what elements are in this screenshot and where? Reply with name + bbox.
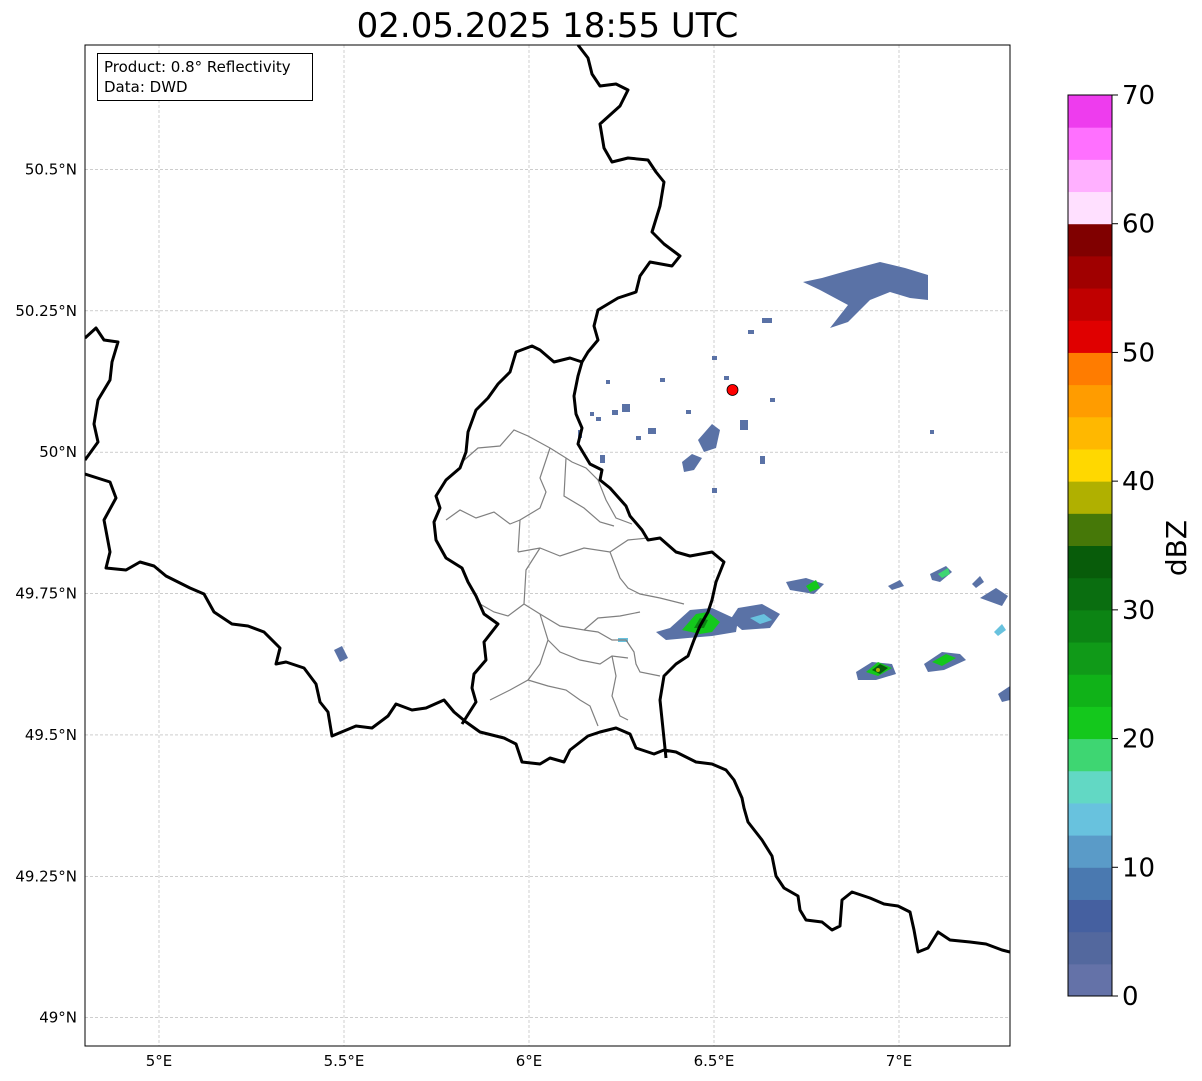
borders <box>85 45 1010 954</box>
colorbar-swatch <box>1068 642 1112 675</box>
colorbar-tick-label: 70 <box>1122 81 1155 111</box>
x-tick-label: 5°E <box>146 1052 173 1070</box>
colorbar-swatch <box>1068 481 1112 514</box>
colorbar-swatch <box>1068 738 1112 772</box>
colorbar-swatch <box>1068 223 1112 257</box>
map-title: 02.05.2025 18:55 UTC <box>356 6 739 46</box>
colorbar-swatch <box>1068 706 1112 740</box>
x-axis-tick-labels: 5°E 5.5°E 6°E 6.5°E 7°E <box>146 1052 913 1070</box>
y-tick-label: 49°N <box>39 1009 77 1027</box>
y-axis-tick-labels: 49°N 49.25°N 49.5°N 49.75°N 50°N 50.25°N 50.5°… <box>15 160 77 1026</box>
colorbar-swatch <box>1068 867 1112 900</box>
colorbar-tick-label: 60 <box>1122 210 1155 240</box>
info-box: Product: 0.8° Reflectivity Data: DWD <box>97 53 313 101</box>
colorbar-swatch <box>1068 609 1112 643</box>
colorbar-swatch <box>1068 899 1112 933</box>
national-borders <box>85 45 1010 954</box>
data-source-label: Data: DWD <box>104 78 188 96</box>
colorbar-swatch <box>1068 416 1112 450</box>
colorbar-tick-label: 10 <box>1122 853 1155 883</box>
colorbar-ticks: 0 10 20 30 40 50 60 70 <box>1112 81 1155 1012</box>
colorbar: 0 10 20 30 40 50 60 70 dBZ <box>1067 81 1193 1012</box>
colorbar-frame <box>1067 94 1113 997</box>
colorbar-swatch <box>1068 448 1112 482</box>
colorbar-swatch <box>1068 963 1112 997</box>
colorbar-tick-label: 40 <box>1122 467 1155 497</box>
colorbar-swatch <box>1068 191 1112 225</box>
colorbar-swatch <box>1068 255 1112 289</box>
colorbar-tick-label: 0 <box>1122 982 1139 1012</box>
product-label: Product: 0.8° Reflectivity <box>104 58 291 76</box>
map-frame <box>84 44 1011 1047</box>
colorbar-label: dBZ <box>1160 520 1193 576</box>
colorbar-swatch <box>1068 288 1112 321</box>
colorbar-swatch <box>1068 384 1112 418</box>
y-tick-label: 49.5°N <box>25 726 77 744</box>
colorbar-swatch <box>1068 577 1112 611</box>
x-tick-label: 7°E <box>886 1052 913 1070</box>
colorbar-tick-label: 20 <box>1122 725 1155 755</box>
colorbar-swatches <box>1068 95 1112 997</box>
colorbar-swatch <box>1068 513 1112 546</box>
x-tick-label: 6°E <box>516 1052 543 1070</box>
x-tick-label: 5.5°E <box>324 1052 365 1070</box>
map-background <box>85 45 1010 1046</box>
colorbar-swatch <box>1068 674 1112 707</box>
colorbar-swatch <box>1068 95 1112 128</box>
colorbar-swatch <box>1068 770 1112 804</box>
y-tick-label: 49.25°N <box>15 867 77 885</box>
colorbar-swatch <box>1068 127 1112 160</box>
colorbar-swatch <box>1068 320 1112 353</box>
colorbar-swatch <box>1068 931 1112 965</box>
y-tick-label: 50.25°N <box>15 302 77 320</box>
luxembourg-canton-borders <box>445 429 685 727</box>
colorbar-swatch <box>1068 159 1112 193</box>
colorbar-tick-label: 30 <box>1122 596 1155 626</box>
colorbar-tick-label: 50 <box>1122 338 1155 368</box>
radar-site-marker[interactable] <box>726 384 739 396</box>
y-tick-label: 49.75°N <box>15 585 77 603</box>
colorbar-swatch <box>1068 545 1112 579</box>
colorbar-swatch <box>1068 802 1112 836</box>
echo-cluster-north <box>578 262 934 493</box>
y-tick-label: 50°N <box>39 443 77 461</box>
y-tick-label: 50.5°N <box>25 160 77 178</box>
x-tick-label: 6.5°E <box>694 1052 735 1070</box>
colorbar-swatch <box>1068 835 1112 868</box>
colorbar-swatch <box>1068 352 1112 386</box>
